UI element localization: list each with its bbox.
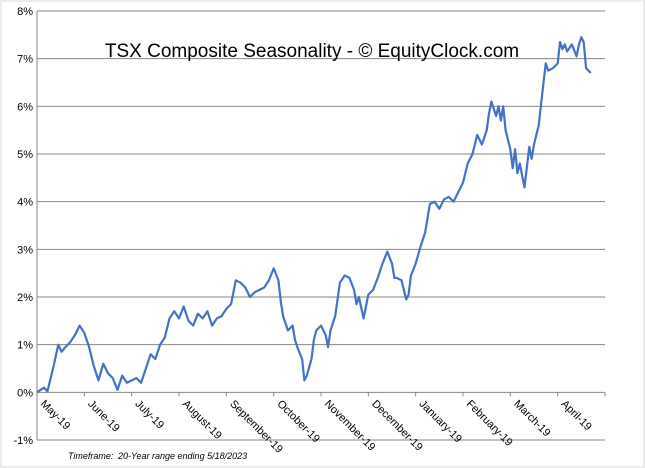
y-tick-label: 7% bbox=[17, 54, 33, 66]
y-tick-label: 1% bbox=[17, 340, 33, 352]
y-tick-label: 5% bbox=[17, 149, 33, 161]
series-line-0 bbox=[36, 36, 592, 394]
footer-timeframe-value: 20-Year range ending 5/18/2023 bbox=[117, 451, 247, 461]
y-tick-label: -1% bbox=[13, 435, 33, 447]
footer-timeframe-label: Timeframe: bbox=[68, 451, 114, 461]
y-axis-tick-labels: -1% 0% 1% 2% 3% 4% 5% 6% 7% 8% bbox=[13, 6, 33, 447]
y-tick-label: 4% bbox=[17, 197, 33, 209]
y-tick-label: 0% bbox=[17, 387, 33, 399]
y-tick-label: 2% bbox=[17, 292, 33, 304]
chart-title: TSX Composite Seasonality - © EquityCloc… bbox=[105, 41, 519, 62]
y-tick-label: 6% bbox=[17, 101, 33, 113]
series-layer bbox=[36, 36, 592, 394]
y-tick-label: 3% bbox=[17, 244, 33, 256]
y-tick-label: 8% bbox=[17, 6, 33, 18]
